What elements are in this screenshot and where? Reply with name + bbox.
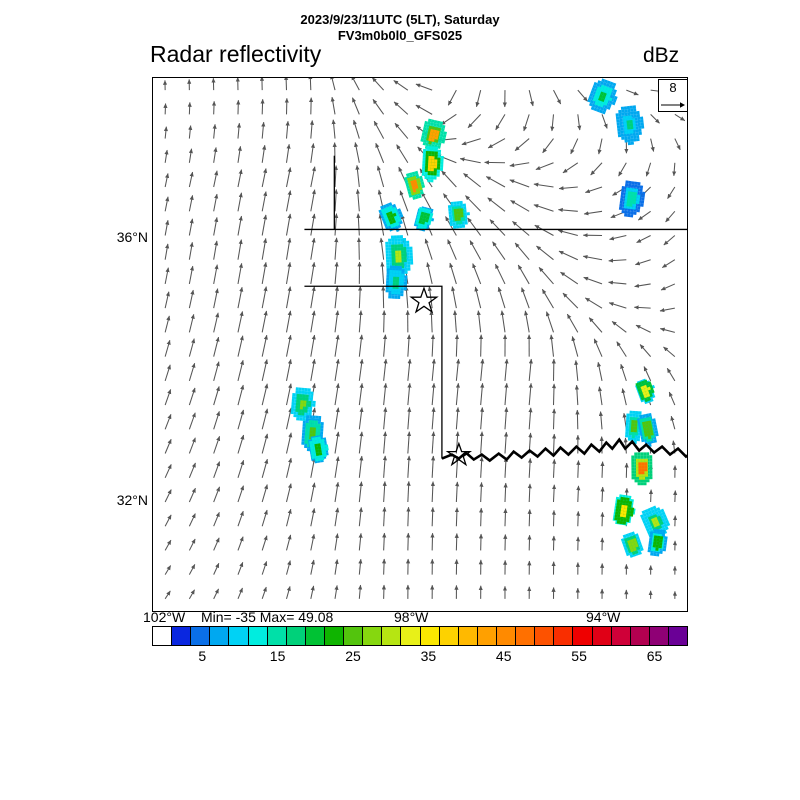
radar-echo-cell [615,105,645,146]
radar-echo-cell [447,200,470,229]
state-boundaries [304,155,687,463]
colorbar-tick-55: 55 [571,648,587,664]
page-title: Radar reflectivity [150,41,322,67]
colorbar-swatch-13 [401,627,421,645]
colorbar-swatch-5 [248,627,268,645]
arrow-right-icon [661,102,685,108]
station-star-markers [409,286,473,467]
radar-echo-cell [618,180,646,218]
colorbar-tick-25: 25 [345,648,361,664]
colorbar-swatch-22 [573,627,593,645]
star-marker-texas [445,441,473,467]
map-background [153,78,687,611]
colorbar-tick-65: 65 [646,648,663,664]
lon-tick-label-94w: 94°W [586,609,621,625]
map-plot-area[interactable] [152,77,688,612]
wind-vector-field [162,78,687,600]
radar-echo-cell [403,170,426,200]
lat-tick-label-36n: 36°N [116,229,148,245]
colorbar-tick-45: 45 [495,648,512,664]
radar-echo-cell [631,452,653,486]
colorbar-swatch-14 [420,627,440,645]
radar-echo-layer [290,78,671,558]
lon-tick-label-102w: 102°W [143,609,186,625]
radar-echo-cell [290,387,316,422]
radar-echo-cell [421,146,444,183]
lat-tick-label-32n: 32°N [116,492,148,508]
minmax-stats-label: Min= -35 Max= 49.08 [201,609,334,625]
radar-echo-cell [308,434,329,464]
colorbar-swatch-10 [344,627,364,645]
colorbar-swatch-25 [630,627,650,645]
colorbar-swatch-23 [592,627,612,645]
star-marker-oklahoma [409,286,439,314]
model-title: FV3m0b0l0_GFS025 [337,28,463,43]
colorbar-swatch-8 [305,627,325,645]
radar-echo-cell [637,412,659,447]
radar-echo-cell [612,494,636,526]
colorbar-tick-labels: 5 15 25 35 45 55 65 [152,648,688,668]
colorbar-swatch-21 [554,627,574,645]
colorbar-swatch-3 [210,627,230,645]
radar-echo-cell [620,531,644,558]
radar-echo-cell [378,202,404,233]
colorbar-tick-5: 5 [198,648,207,664]
datetime-title: 2023/9/23/11UTC (5LT), Saturday [300,12,500,27]
colorbar-swatch-1 [172,627,192,645]
reference-vector-value: 8 [669,80,677,95]
colorbar[interactable] [152,626,688,646]
radar-echo-cell [625,410,645,445]
reference-vector-box [658,79,688,112]
colorbar-tick-15: 15 [269,648,286,664]
colorbar-swatch-9 [324,627,345,645]
radar-echo-cell [647,528,668,557]
colorbar-swatch-12 [382,627,402,645]
colorbar-swatch-7 [286,627,306,645]
colorbar-tick-35: 35 [420,648,437,664]
colorbar-swatch-6 [267,627,287,645]
colorbar-swatch-20 [535,627,555,645]
lon-tick-label-98w: 98°W [394,609,429,625]
radar-echo-cell [385,265,408,300]
colorbar-swatch-0 [153,627,173,645]
colorbar-swatch-19 [516,627,536,645]
colorbar-swatch-17 [477,627,497,645]
radar-echo-cell [587,78,618,115]
colorbar-swatch-26 [649,627,669,645]
colorbar-swatch-16 [458,627,478,645]
colorbar-swatch-18 [496,627,517,645]
map-svg [153,78,687,611]
colorbar-swatch-2 [191,627,211,645]
colorbar-swatch-4 [229,627,249,645]
colorbar-swatch-11 [363,627,383,645]
units-label: dBz [643,44,680,67]
colorbar-swatch-27 [668,627,688,645]
colorbar-swatch-24 [611,627,631,645]
colorbar-swatch-15 [439,627,459,645]
radar-echo-cell [635,378,656,405]
